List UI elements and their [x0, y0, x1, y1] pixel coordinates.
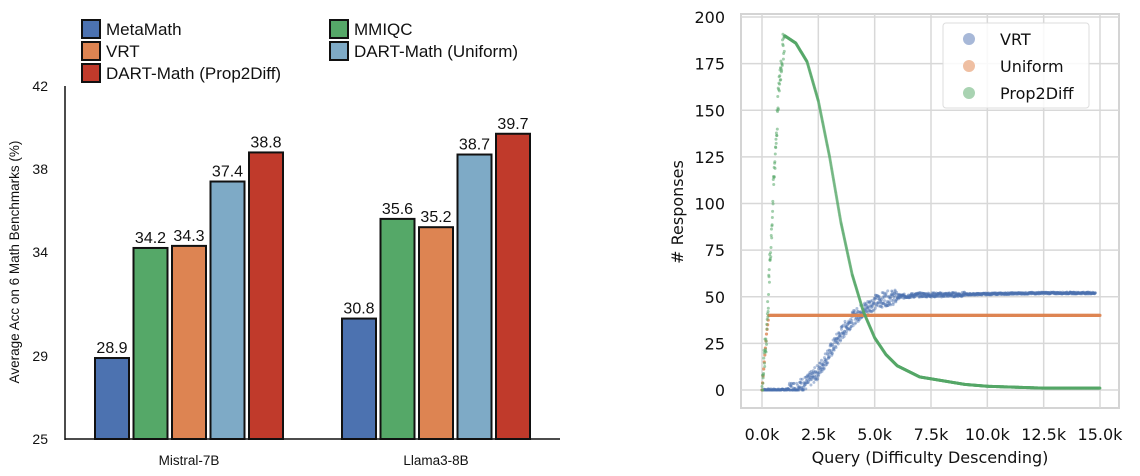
- x-axis-label: Query (Difficulty Descending): [812, 448, 1049, 467]
- bar-chart-canvas: Average Acc on 6 Math Benchmarks (%) 25 29…: [7, 19, 560, 468]
- y-tick-label: 25: [705, 334, 725, 353]
- legend-label: Prop2Diff: [1000, 84, 1074, 103]
- x-category-label: Llama3-8B: [403, 453, 468, 468]
- y-tick-label: 42: [32, 78, 48, 94]
- bar-value-label: 38.8: [250, 134, 281, 151]
- bar-value-label: 39.7: [497, 116, 528, 133]
- x-tick-label: 0.0k: [745, 425, 780, 444]
- scatter-chart-responses: 0.0k 2.5k 5.0k 7.5k 10.0k 12.5k 15.0k 0 25 50 75 10…: [570, 0, 1140, 471]
- bar-chart-accuracy: Average Acc on 6 Math Benchmarks (%) 25 29…: [0, 0, 570, 471]
- series-prop2diff: [760, 32, 1102, 392]
- bar-vrt-mistral-7b: [171, 244, 207, 440]
- legend-marker: [963, 87, 975, 99]
- bar-metamath-mistral-7b: [94, 357, 130, 440]
- y-tick-label: 25: [32, 431, 48, 447]
- x-tick-label: 7.5k: [914, 425, 949, 444]
- y-tick-label: 34: [32, 244, 48, 260]
- x-tick-label: 12.5k: [1021, 425, 1067, 444]
- bar-vrt-llama3-8b: [418, 226, 454, 440]
- legend-label: VRT: [1000, 30, 1031, 49]
- legend-label: Uniform: [1000, 57, 1064, 76]
- scatter-chart-canvas: 0.0k 2.5k 5.0k 7.5k 10.0k 12.5k 15.0k 0 25 50 75 10…: [668, 8, 1124, 467]
- y-tick-label: 38: [32, 161, 48, 177]
- bar-value-label: 28.9: [96, 340, 127, 357]
- legend: VRT Uniform Prop2Diff: [942, 22, 1090, 109]
- y-tick-label: 150: [694, 101, 725, 120]
- y-tick-label: 125: [694, 148, 725, 167]
- bar-metamath-llama3-8b: [341, 317, 377, 440]
- bar-dart-math-uniform--mistral-7b: [209, 180, 246, 441]
- series-vrt: [760, 288, 1097, 392]
- bar-mmiqc-llama3-8b: [379, 217, 416, 440]
- legend-swatch: [81, 63, 101, 83]
- x-category-label: Mistral-7B: [159, 453, 220, 468]
- bar-value-label: 37.4: [212, 164, 243, 181]
- legend-marker: [963, 60, 975, 72]
- bar-dart-math-uniform--llama3-8b: [456, 153, 493, 440]
- y-tick-label: 200: [694, 8, 725, 27]
- bar-value-label: 34.3: [173, 228, 204, 245]
- legend-marker: [963, 33, 975, 45]
- y-tick-label: 29: [32, 348, 48, 364]
- bar-dart-math-prop2diff--llama3-8b: [495, 132, 531, 440]
- x-tick-label: 5.0k: [857, 425, 892, 444]
- legend-label: MMIQC: [354, 20, 413, 39]
- legend-swatch: [329, 19, 349, 39]
- bar-value-label: 34.2: [135, 230, 166, 247]
- bar-value-label: 35.6: [382, 201, 413, 218]
- y-tick-label: 50: [705, 288, 725, 307]
- bar-value-label: 35.2: [420, 209, 451, 226]
- x-tick-label: 15.0k: [1078, 425, 1124, 444]
- y-axis-label: Average Acc on 6 Math Benchmarks (%): [7, 141, 22, 384]
- y-tick-label: 75: [705, 241, 725, 260]
- y-tick-label: 0: [715, 381, 725, 400]
- x-tick-label: 2.5k: [801, 425, 836, 444]
- legend-label: VRT: [106, 42, 140, 61]
- legend-swatch: [81, 19, 101, 39]
- x-tick-label: 10.0k: [965, 425, 1011, 444]
- bar-mmiqc-mistral-7b: [132, 246, 169, 440]
- legend-label: DART-Math (Prop2Diff): [106, 64, 281, 83]
- y-axis-label: # Responses: [668, 160, 687, 264]
- bar-dart-math-prop2diff--mistral-7b: [248, 151, 284, 440]
- series-uniform: [760, 313, 1102, 392]
- legend-label: DART-Math (Uniform): [354, 42, 518, 61]
- legend-swatch: [81, 41, 101, 61]
- legend-label: MetaMath: [106, 20, 182, 39]
- legend-swatch: [329, 41, 349, 61]
- y-tick-label: 175: [694, 55, 725, 74]
- bar-value-label: 30.8: [343, 301, 374, 318]
- bar-value-label: 38.7: [459, 137, 490, 154]
- y-tick-label: 100: [694, 195, 725, 214]
